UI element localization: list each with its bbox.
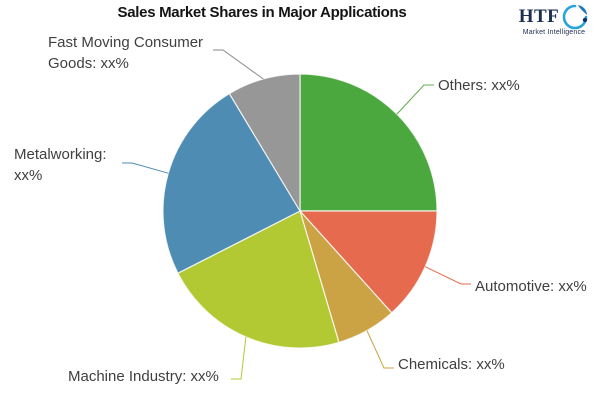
pie-slice-automotive — [298, 210, 438, 314]
pie-label-metalworking: Metalworking: xx% — [14, 146, 107, 184]
leader-line-automotive — [424, 266, 471, 285]
pie-slice-others — [299, 73, 438, 212]
pie-label-fast-moving-consumer-goods: Fast Moving Consumer Goods: xx% — [48, 34, 204, 72]
pie-label-automotive: Automotive: xx% — [475, 278, 587, 295]
leader-line-machine-industry — [231, 336, 247, 380]
pie-label-others: Others: xx% — [438, 77, 520, 94]
htf-logo: HTF Market Intelligence — [515, 3, 593, 36]
logo-dolphin-icon — [561, 3, 589, 31]
pie-label-chemicals: Chemicals: xx% — [398, 356, 505, 373]
leader-line-others — [396, 84, 434, 115]
chart-title: Sales Market Shares in Major Application… — [117, 4, 407, 21]
logo-tagline: Market Intelligence — [522, 29, 586, 36]
logo-row: HTF — [515, 3, 593, 31]
logo-wordmark: HTF — [518, 6, 560, 27]
leader-line-metalworking — [122, 162, 169, 174]
pie-label-machine-industry: Machine Industry: xx% — [68, 368, 219, 385]
leader-line-fast-moving-consumer-goods — [213, 49, 264, 80]
leader-line-chemicals — [366, 330, 394, 369]
pie-slice-metalworking — [162, 92, 301, 275]
